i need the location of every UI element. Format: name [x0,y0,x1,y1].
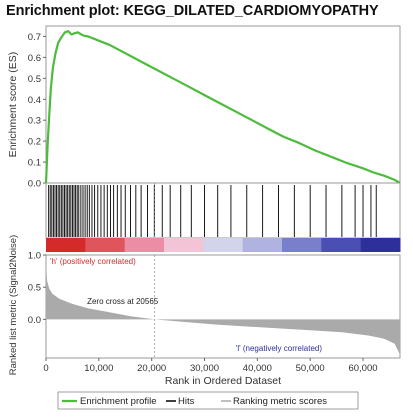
negative-label: 'l' (negatively correlated) [236,344,323,353]
legend-label: Ranking metric scores [233,396,327,407]
heatmap-segment [360,238,401,252]
es-ytick-label: 0.3 [28,116,41,127]
heatmap-segment [203,238,244,252]
heatmap-segment [242,238,283,252]
enrichment-profile-line [44,30,401,184]
heatmap-segment [46,238,86,252]
xtick-label: 40,000 [243,363,272,374]
xtick-label: 10,000 [84,363,113,374]
chart-title: Enrichment plot: KEGG_DILATED_CARDIOMYOP… [6,3,379,19]
heatmap-segment [85,238,126,252]
es-ytick-label: 0.0 [28,179,41,190]
es-ylabel: Enrichment score (ES) [7,52,19,158]
ranked-ytick-label: 1.0 [28,251,41,262]
heatmap-segment [282,238,322,252]
es-ytick-label: 0.1 [28,158,41,169]
es-ytick-label: 0.5 [28,74,41,85]
zero-cross-label: Zero cross at 20565 [87,297,159,306]
xtick-label: 50,000 [296,363,325,374]
xtick-label: 0 [43,363,48,374]
es-ytick-label: 0.6 [28,53,41,64]
heatmap-panel [46,238,401,252]
heatmap-segment [124,238,165,252]
es-panel: 0.0 0.1 0.2 0.3 0.4 0.5 0.6 0.7 Enrichment score… [7,25,401,190]
ranked-ytick-label: 0.0 [28,315,41,326]
ranked-ylabel: Ranked list metric (Signal2Noise) [8,235,19,375]
legend-box [57,391,359,410]
hits-frame [45,182,401,239]
xtick-label: 60,000 [348,363,377,374]
x-axis-label: Rank in Ordered Dataset [165,375,281,387]
xtick-label: 20,000 [137,363,166,374]
legend: Enrichment profile Hits Ranking metric sco… [57,391,359,410]
ranked-frame [45,254,401,359]
heatmap-segment [321,238,362,252]
positive-label: 'h' (positively correlated) [50,257,136,266]
xtick-label: 30,000 [190,363,219,374]
hits-panel [45,182,401,239]
es-ytick-label: 0.7 [28,32,41,43]
ranked-metric-panel: 1.0 0.5 0.0 Zero cross at 20565 'h' (positiv… [8,183,401,375]
ranked-ytick-label: 0.5 [28,283,41,294]
es-ytick-label: 0.2 [28,137,41,148]
legend-label: Enrichment profile [80,396,157,407]
legend-label: Hits [178,396,195,407]
es-ytick-label: 0.4 [28,95,41,106]
heatmap-segment [164,238,204,252]
x-axis: 0 10,000 20,000 30,000 40,000 50,000 60,000 Ran… [43,358,378,387]
